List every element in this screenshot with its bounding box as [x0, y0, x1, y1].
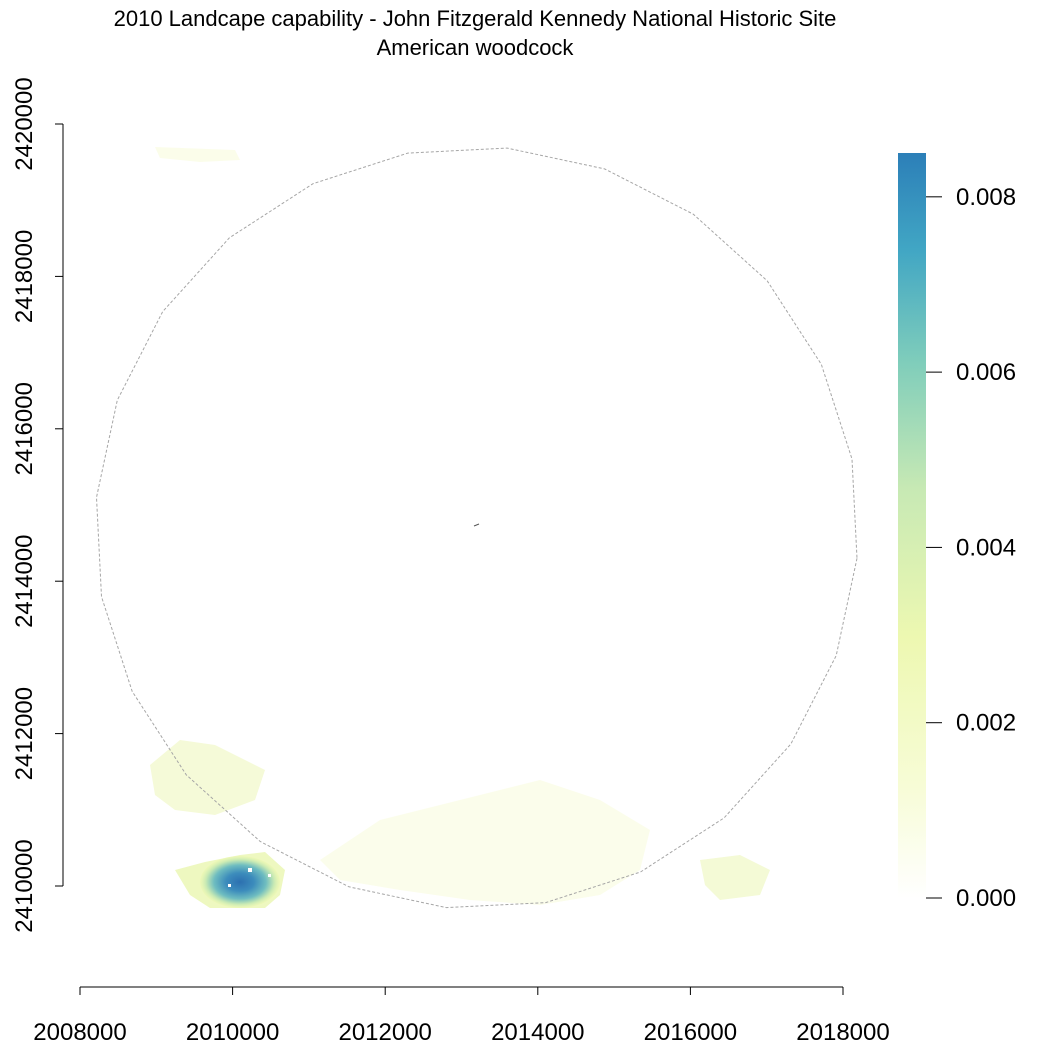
legend-colorbar: [898, 153, 926, 898]
legend-tick-label: 0.004: [956, 534, 1016, 561]
legend-tick-label: 0.002: [956, 710, 1016, 737]
x-tick-label: 2018000: [796, 1019, 889, 1046]
x-tick-label: 2014000: [491, 1019, 584, 1046]
y-tick-label: 2420000: [11, 77, 38, 170]
site-buffer-boundary: [95, 147, 858, 909]
y-tick-label: 2410000: [11, 839, 38, 932]
y-axis: 2410000 2412000 2414000 2416000 2418000 24200…: [11, 77, 64, 933]
x-tick-label: 2008000: [33, 1019, 126, 1046]
raster-patch-left: [150, 740, 265, 815]
legend-tick-label: 0.006: [956, 359, 1016, 386]
raster-patch-top: [155, 147, 240, 162]
y-tick-label: 2418000: [11, 230, 38, 323]
x-tick-label: 2010000: [186, 1019, 279, 1046]
map-subtitle: American woodcock: [376, 35, 574, 60]
legend-tick-label: 0.000: [956, 885, 1016, 912]
color-legend: 0.000 0.002 0.004 0.006 0.008: [898, 153, 1016, 912]
raster-hotspot: [200, 856, 280, 908]
x-tick-label: 2012000: [338, 1019, 431, 1046]
raster-patch-bottom-mid: [320, 780, 650, 905]
map-title: 2010 Landcape capability - John Fitzgera…: [113, 6, 837, 31]
x-tick-label: 2016000: [644, 1019, 737, 1046]
legend-tick-label: 0.008: [956, 184, 1016, 211]
y-tick-label: 2416000: [11, 382, 38, 475]
capability-raster: [150, 147, 770, 908]
raster-patch-bottom-right: [700, 855, 770, 900]
y-tick-label: 2412000: [11, 687, 38, 780]
x-axis: 2008000 2010000 2012000 2014000 2016000 20180…: [33, 986, 890, 1046]
site-marker: [473, 523, 480, 527]
y-tick-label: 2414000: [11, 534, 38, 627]
